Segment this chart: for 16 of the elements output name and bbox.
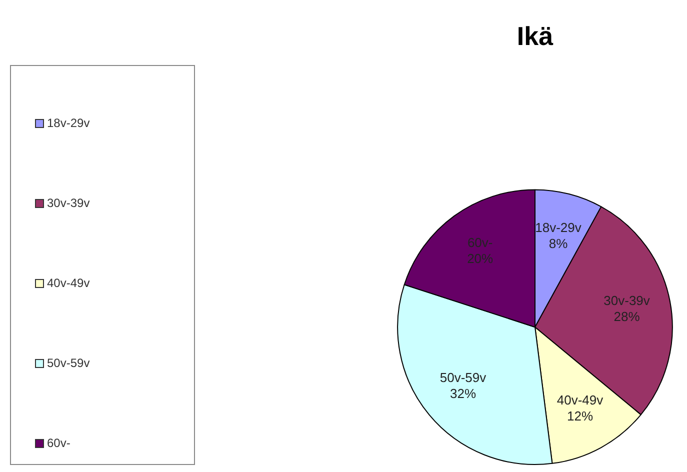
slice-label: 60v- (467, 235, 493, 250)
slice-label: 40v-49v (556, 392, 604, 408)
chart-title: Ikä (516, 20, 554, 51)
slice-label: 18v-29v (535, 220, 582, 236)
slice-label: 30v-39v (604, 293, 650, 308)
data-label: 8% (548, 236, 568, 252)
slice-label: 50v-59v (440, 370, 487, 386)
data-label: 20% (467, 251, 494, 266)
data-label: 12% (566, 408, 594, 424)
legend-label: 50v-59v (47, 356, 90, 370)
legend-label: 40v-49v (47, 276, 90, 290)
legend-label: 30v-39v (47, 196, 90, 210)
legend-label: 18v-29v (47, 116, 90, 130)
legend-label: 60v- (47, 436, 70, 450)
data-label: 28% (614, 309, 640, 324)
data-label: 32% (450, 386, 476, 402)
